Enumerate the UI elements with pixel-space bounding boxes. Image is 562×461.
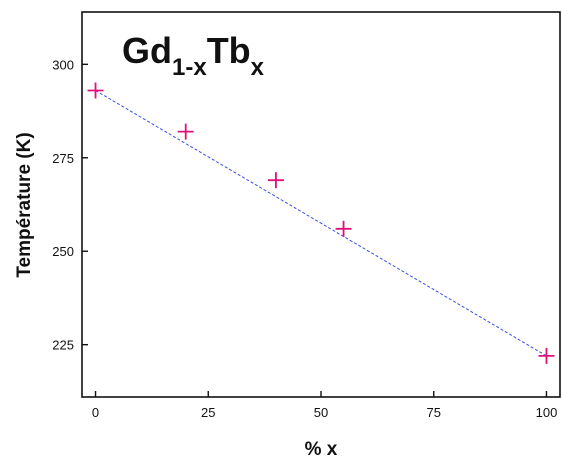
y-tick-label: 225 <box>52 338 74 353</box>
data-point <box>87 82 104 99</box>
annotation-gd: Gd <box>122 30 172 71</box>
data-point <box>177 123 194 140</box>
fit-line-group <box>95 90 547 357</box>
data-points <box>87 82 555 364</box>
x-tick-label: 50 <box>314 405 328 420</box>
y-axis-title: Température (K) <box>14 132 35 277</box>
data-point <box>267 172 284 189</box>
annotation-sub-1-x: 1-x <box>172 54 207 81</box>
x-tick-label: 25 <box>201 405 215 420</box>
x-tick-label: 75 <box>427 405 441 420</box>
chart-annotation: Gd1-xTbx <box>122 30 265 81</box>
x-axis-title: % x <box>305 439 338 460</box>
annotation-sub-x: x <box>251 54 265 81</box>
data-point <box>538 347 555 364</box>
y-tick-label: 275 <box>52 151 74 166</box>
axis-ticks: 0 25 50 75 100 225 250 275 300 <box>52 57 557 420</box>
x-tick-label: 100 <box>536 405 558 420</box>
data-point <box>335 220 352 237</box>
annotation-tb: Tb <box>207 30 251 71</box>
fit-line <box>95 90 547 357</box>
y-tick-label: 300 <box>52 57 74 72</box>
x-tick-label: 0 <box>92 405 99 420</box>
y-tick-label: 250 <box>52 244 74 259</box>
